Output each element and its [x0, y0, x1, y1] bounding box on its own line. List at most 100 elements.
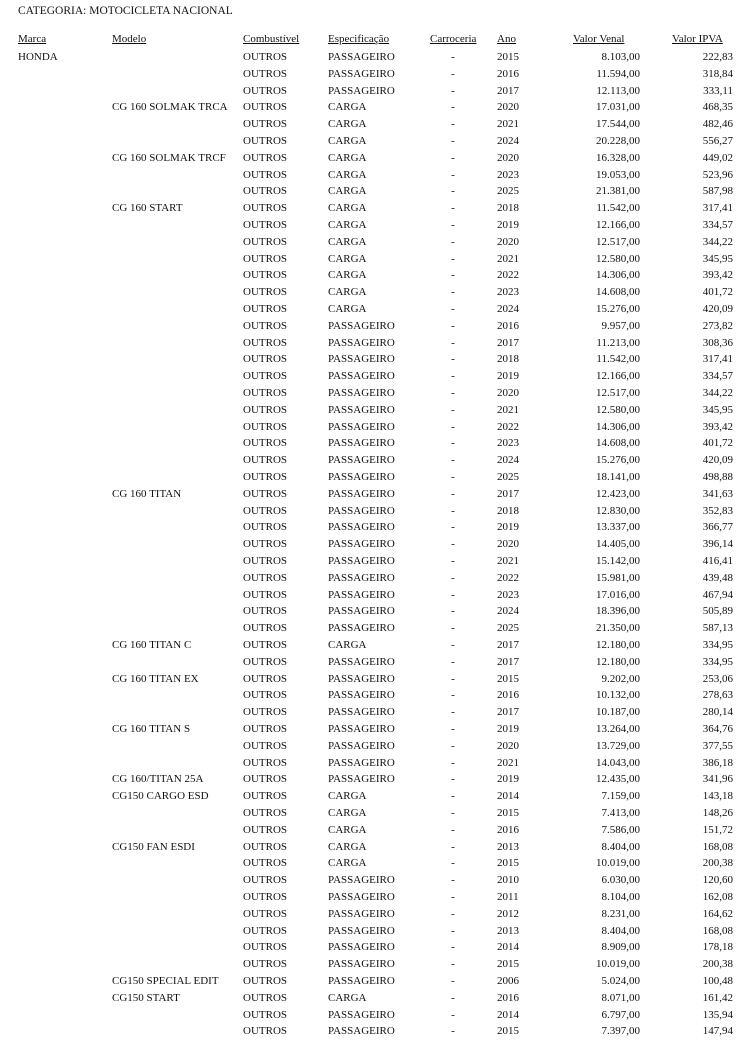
table-row: OUTROS PASSAGEIRO - 2017 12.180,00 334,95 [0, 656, 749, 672]
cell-valor-ipva: 377,55 [702, 739, 733, 752]
cell-ano: 2023 [497, 437, 519, 450]
cell-combustivel: OUTROS [243, 1025, 288, 1038]
cell-valor-ipva: 334,57 [702, 370, 733, 383]
cell-especificacao: CARGA [328, 991, 367, 1004]
cell-modelo: CG 160 TITAN EX [112, 672, 199, 685]
cell-modelo: CG150 CARGO ESD [112, 790, 209, 803]
table-row: CG 160 TITAN S OUTROS PASSAGEIRO - 2019 13.26… [0, 723, 749, 739]
cell-especificacao: CARGA [328, 790, 367, 803]
cell-ano: 2025 [497, 471, 519, 483]
cell-combustivel: OUTROS [243, 622, 288, 635]
cell-valor-venal: 12.517,00 [596, 235, 640, 248]
cell-valor-ipva: 200,38 [702, 857, 733, 870]
cell-modelo: CG 160/TITAN 25A [112, 773, 204, 786]
cell-ano: 2024 [497, 303, 519, 315]
table-row: OUTROS PASSAGEIRO - 2016 9.957,00 273,82 [0, 320, 749, 336]
cell-valor-venal: 12.180,00 [596, 639, 640, 651]
cell-carroceria: - [451, 1025, 455, 1038]
table-row: OUTROS PASSAGEIRO - 2011 8.104,00 162,08 [0, 891, 749, 907]
cell-combustivel: OUTROS [243, 672, 288, 685]
cell-modelo: CG150 SPECIAL EDIT [112, 975, 219, 987]
cell-carroceria: - [451, 941, 455, 954]
cell-valor-ipva: 143,18 [702, 790, 733, 803]
cell-carroceria: - [451, 672, 455, 685]
cell-valor-venal: 12.435,00 [596, 773, 640, 786]
cell-especificacao: PASSAGEIRO [328, 504, 395, 517]
cell-valor-ipva: 523,96 [702, 168, 733, 181]
cell-valor-ipva: 317,41 [702, 202, 733, 215]
cell-especificacao: PASSAGEIRO [328, 571, 395, 584]
cell-ano: 2019 [497, 521, 519, 534]
cell-valor-ipva: 318,84 [702, 67, 733, 80]
cell-valor-venal: 10.132,00 [596, 689, 640, 702]
cell-valor-ipva: 341,96 [702, 773, 733, 786]
cell-carroceria: - [451, 1008, 455, 1021]
cell-valor-venal: 8.104,00 [601, 891, 641, 903]
table-row: OUTROS CARGA - 2023 19.053,00 523,96 [0, 169, 749, 185]
category-title: CATEGORIA: MOTOCICLETA NACIONAL [18, 5, 233, 17]
cell-especificacao: PASSAGEIRO [328, 907, 395, 920]
cell-combustivel: OUTROS [243, 420, 288, 433]
cell-valor-ipva: 556,27 [702, 135, 733, 147]
cell-valor-venal: 12.517,00 [596, 387, 640, 399]
cell-ano: 2021 [497, 403, 519, 416]
table-row: OUTROS PASSAGEIRO - 2017 12.113,00 333,11 [0, 85, 749, 101]
cell-especificacao: CARGA [328, 135, 367, 147]
cell-combustivel: OUTROS [243, 706, 288, 719]
cell-combustivel: OUTROS [243, 874, 288, 887]
cell-especificacao: CARGA [328, 269, 367, 282]
cell-ano: 2017 [497, 655, 519, 668]
cell-combustivel: OUTROS [243, 303, 288, 315]
cell-combustivel: OUTROS [243, 857, 288, 870]
cell-valor-ipva: 396,14 [702, 538, 733, 551]
cell-valor-venal: 8.103,00 [601, 51, 641, 63]
table-row: OUTROS PASSAGEIRO - 2019 13.337,00 366,77 [0, 521, 749, 537]
cell-valor-venal: 12.423,00 [596, 487, 640, 500]
cell-carroceria: - [451, 135, 455, 147]
cell-valor-venal: 14.405,00 [596, 538, 640, 551]
cell-valor-ipva: 345,95 [702, 252, 733, 265]
cell-valor-venal: 12.166,00 [596, 219, 640, 231]
cell-especificacao: PASSAGEIRO [328, 874, 395, 887]
cell-especificacao: PASSAGEIRO [328, 353, 395, 366]
cell-valor-ipva: 178,18 [702, 941, 733, 954]
cell-combustivel: OUTROS [243, 605, 288, 618]
cell-valor-venal: 14.306,00 [596, 420, 640, 433]
cell-especificacao: PASSAGEIRO [328, 487, 395, 500]
cell-ano: 2021 [497, 118, 519, 131]
cell-valor-ipva: 120,60 [702, 874, 733, 887]
table-row: CG150 FAN ESDI OUTROS CARGA - 2013 8.404,00 16… [0, 841, 749, 857]
cell-valor-venal: 14.043,00 [596, 756, 640, 769]
cell-combustivel: OUTROS [243, 790, 288, 803]
cell-ano: 2017 [497, 84, 519, 97]
cell-valor-ipva: 386,18 [702, 756, 733, 769]
table-row: OUTROS PASSAGEIRO - 2017 10.187,00 280,14 [0, 706, 749, 722]
cell-valor-ipva: 278,63 [702, 689, 733, 702]
cell-carroceria: - [451, 790, 455, 803]
cell-valor-venal: 16.328,00 [596, 151, 640, 164]
cell-especificacao: PASSAGEIRO [328, 51, 395, 63]
cell-valor-ipva: 253,06 [702, 672, 733, 685]
table-row: OUTROS PASSAGEIRO - 2020 14.405,00 396,14 [0, 538, 749, 554]
cell-carroceria: - [451, 252, 455, 265]
cell-carroceria: - [451, 235, 455, 248]
cell-ano: 2020 [497, 739, 519, 752]
cell-ano: 2021 [497, 252, 519, 265]
cell-ano: 2013 [497, 924, 519, 937]
cell-combustivel: OUTROS [243, 84, 288, 97]
cell-valor-ipva: 273,82 [702, 319, 733, 332]
cell-valor-venal: 8.071,00 [601, 991, 641, 1004]
cell-valor-ipva: 420,09 [702, 303, 733, 315]
cell-valor-venal: 8.404,00 [601, 924, 641, 937]
cell-especificacao: CARGA [328, 219, 367, 231]
cell-ano: 2017 [497, 336, 519, 349]
cell-valor-venal: 10.019,00 [596, 958, 640, 971]
cell-valor-ipva: 393,42 [702, 420, 733, 433]
cell-valor-venal: 13.729,00 [596, 739, 640, 752]
cell-valor-ipva: 416,41 [702, 555, 733, 567]
cell-valor-ipva: 151,72 [702, 823, 733, 836]
table-row: OUTROS CARGA - 2015 7.413,00 148,26 [0, 807, 749, 823]
table-row: OUTROS PASSAGEIRO - 2025 18.141,00 498,88 [0, 471, 749, 487]
cell-ano: 2014 [497, 1008, 519, 1021]
cell-carroceria: - [451, 655, 455, 668]
